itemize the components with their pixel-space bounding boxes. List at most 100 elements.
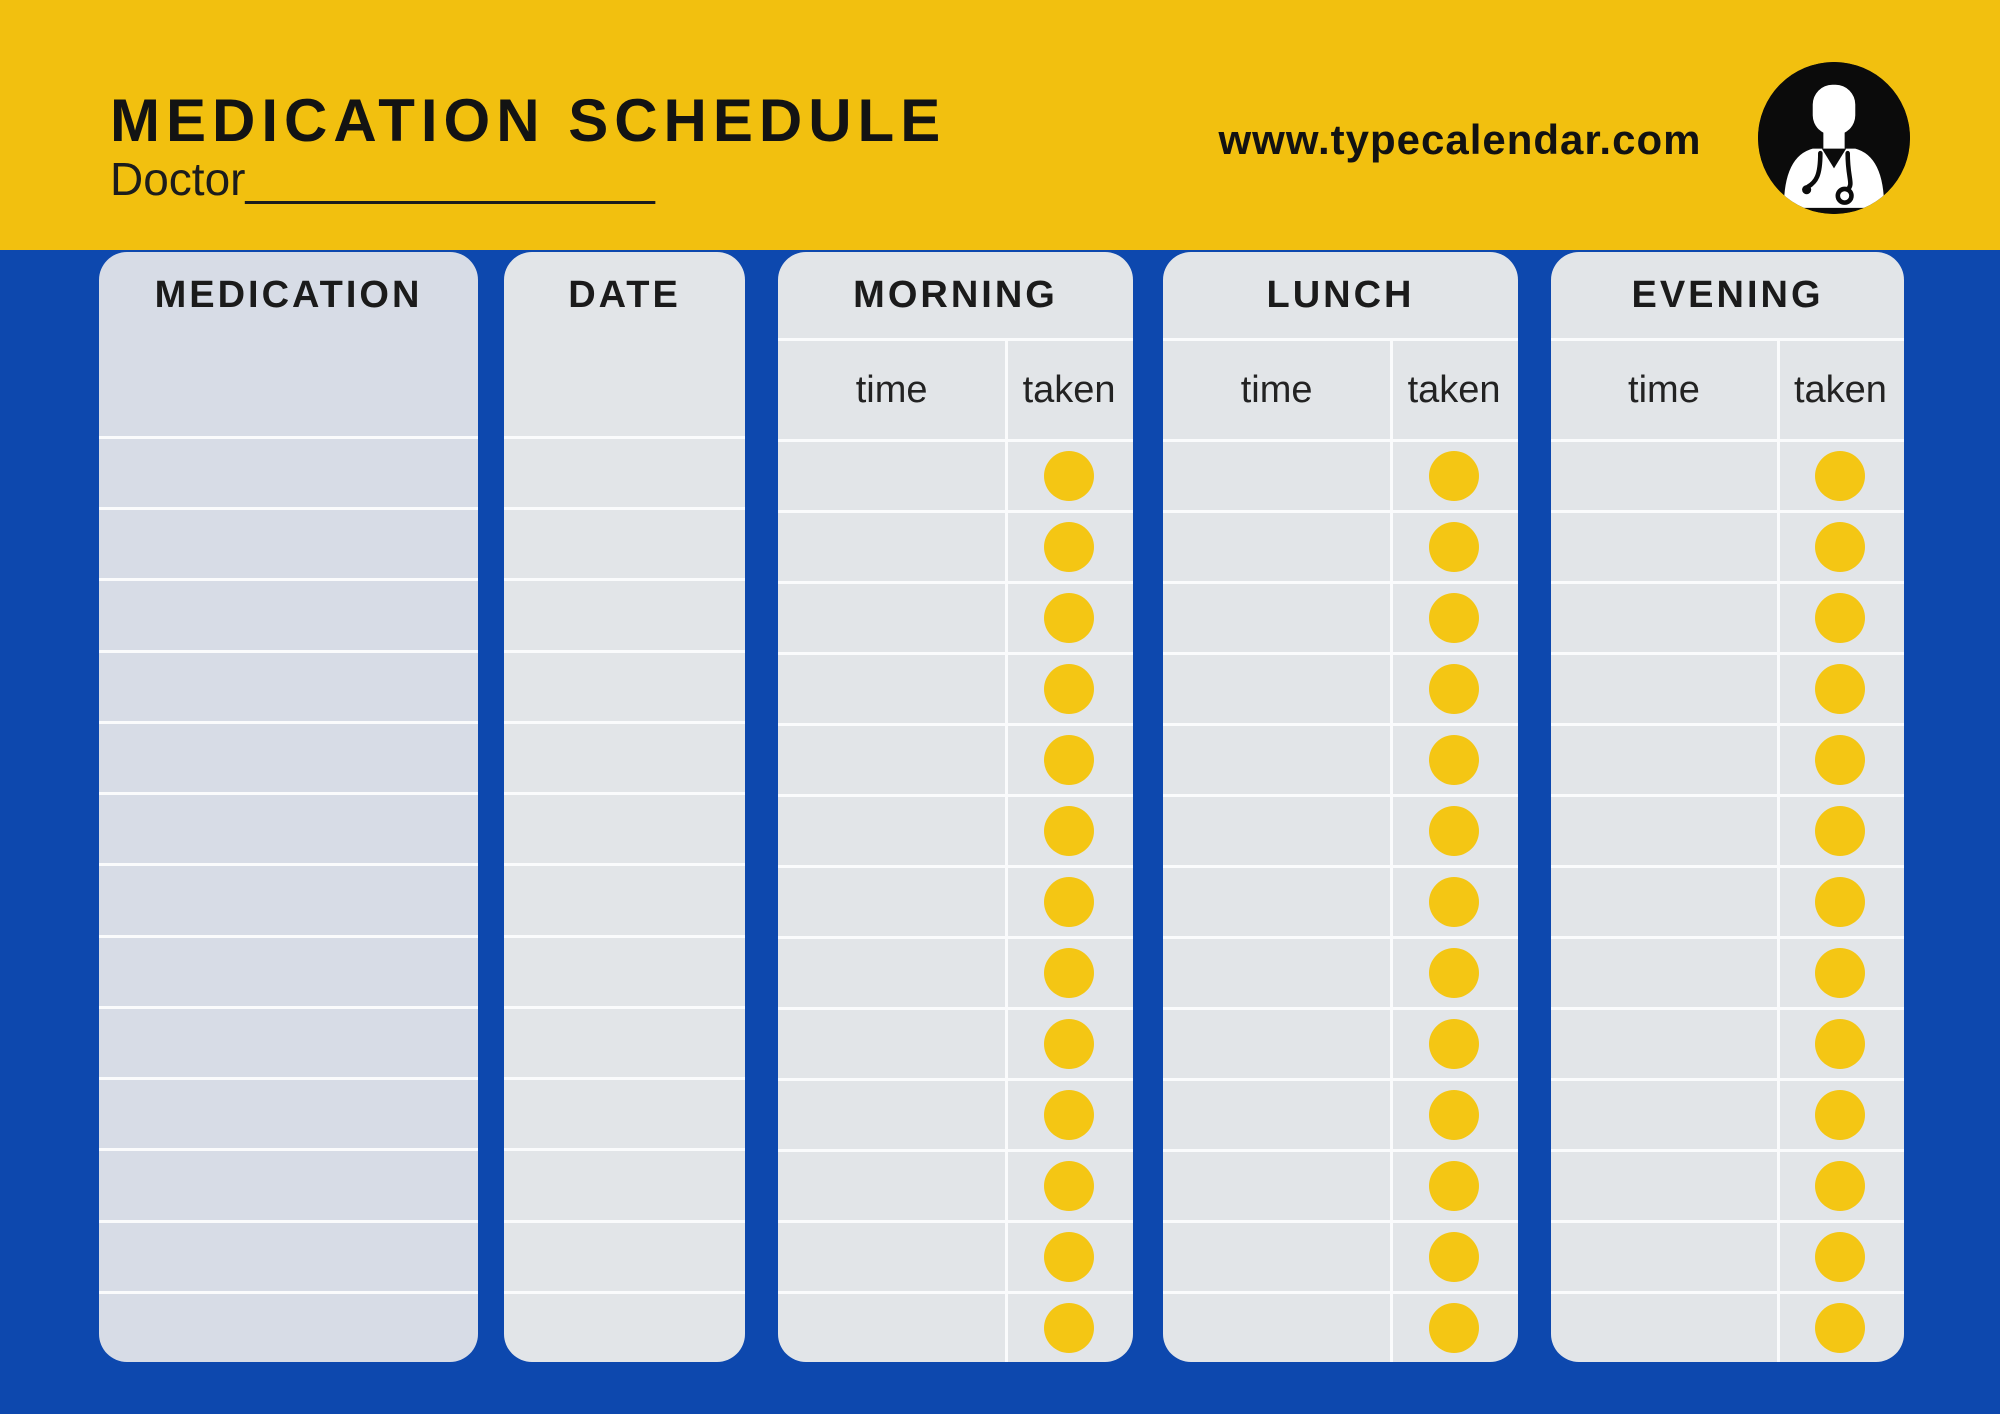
table-row bbox=[1551, 1007, 1904, 1078]
table-row bbox=[1163, 1149, 1518, 1220]
table-row bbox=[778, 794, 1133, 865]
sub-header-band: time taken bbox=[1163, 338, 1518, 439]
table-row bbox=[778, 1007, 1133, 1078]
table-row bbox=[1163, 865, 1518, 936]
table-row bbox=[778, 652, 1133, 723]
table-row bbox=[1551, 723, 1904, 794]
taken-circle bbox=[1429, 1090, 1480, 1140]
taken-circle bbox=[1429, 664, 1480, 714]
table-row bbox=[1551, 1220, 1904, 1291]
column-rows bbox=[1551, 439, 1904, 1362]
column-rows bbox=[1163, 439, 1518, 1362]
sub-header-band: time taken bbox=[1551, 338, 1904, 439]
table-row bbox=[778, 865, 1133, 936]
taken-circle bbox=[1044, 877, 1095, 927]
table-row bbox=[504, 436, 745, 507]
taken-circle bbox=[1815, 735, 1866, 785]
table-row bbox=[504, 1005, 745, 1077]
table-row bbox=[1551, 1291, 1904, 1362]
table-row bbox=[99, 649, 478, 721]
table-row bbox=[1163, 723, 1518, 794]
table-row bbox=[99, 1148, 478, 1219]
table-row bbox=[1163, 1291, 1518, 1362]
table-row bbox=[1163, 510, 1518, 581]
taken-circle bbox=[1815, 522, 1866, 572]
taken-circle bbox=[1815, 451, 1866, 501]
taken-circle bbox=[1044, 1232, 1095, 1282]
doctor-name-field: Doctor________________ bbox=[110, 152, 655, 206]
table-row bbox=[504, 1219, 745, 1291]
table-row bbox=[1551, 581, 1904, 652]
table-row bbox=[504, 792, 745, 863]
taken-circle bbox=[1044, 664, 1095, 714]
table-row bbox=[99, 792, 478, 863]
taken-circle bbox=[1815, 1090, 1866, 1140]
column-header: EVENING bbox=[1631, 273, 1824, 316]
table-row bbox=[99, 507, 478, 578]
taken-header: taken bbox=[1022, 368, 1116, 411]
column-header: DATE bbox=[568, 273, 681, 316]
time-header: time bbox=[1240, 368, 1313, 411]
taken-circle bbox=[1815, 877, 1866, 927]
page-title: MEDICATION SCHEDULE bbox=[110, 87, 947, 154]
time-taken-divider bbox=[1005, 338, 1009, 1362]
table-row bbox=[1551, 439, 1904, 510]
column-header: LUNCH bbox=[1266, 273, 1415, 316]
taken-circle bbox=[1044, 806, 1095, 856]
taken-circle bbox=[1429, 877, 1480, 927]
table-row bbox=[1551, 936, 1904, 1007]
table-row bbox=[1551, 794, 1904, 865]
top-banner: MEDICATION SCHEDULE Doctor______________… bbox=[0, 0, 2000, 250]
taken-circle bbox=[1815, 664, 1866, 714]
doctor-label: Doctor bbox=[110, 153, 246, 205]
column-rows bbox=[504, 436, 745, 1362]
taken-circle bbox=[1815, 1303, 1866, 1353]
doctor-avatar bbox=[1758, 62, 1910, 214]
table-row bbox=[778, 581, 1133, 652]
doctor-icon bbox=[1758, 62, 1910, 214]
table-row bbox=[1551, 865, 1904, 936]
column-medication: MEDICATION bbox=[99, 252, 478, 1362]
taken-circle bbox=[1429, 735, 1480, 785]
taken-circle bbox=[1044, 1090, 1095, 1140]
taken-circle bbox=[1044, 593, 1095, 643]
table-row bbox=[778, 439, 1133, 510]
table-row bbox=[99, 436, 478, 507]
table-row bbox=[1551, 652, 1904, 723]
website-text: www.typecalendar.com bbox=[1218, 116, 1702, 163]
taken-circle bbox=[1815, 948, 1866, 998]
table-row bbox=[1163, 794, 1518, 865]
table-row bbox=[1551, 510, 1904, 581]
taken-circle bbox=[1044, 1019, 1095, 1069]
column-rows bbox=[99, 436, 478, 1362]
table-row bbox=[1163, 581, 1518, 652]
taken-circle bbox=[1815, 1232, 1866, 1282]
taken-circle bbox=[1044, 522, 1095, 572]
taken-circle bbox=[1044, 1303, 1095, 1353]
table-row bbox=[778, 1078, 1133, 1149]
table-row bbox=[1163, 652, 1518, 723]
table-row bbox=[99, 578, 478, 649]
table-row bbox=[504, 1148, 745, 1219]
taken-circle bbox=[1044, 735, 1095, 785]
taken-circle bbox=[1815, 806, 1866, 856]
column-header: MORNING bbox=[853, 273, 1058, 316]
taken-circle bbox=[1429, 451, 1480, 501]
table-row bbox=[1163, 1078, 1518, 1149]
table-row bbox=[99, 1219, 478, 1291]
table-row bbox=[778, 936, 1133, 1007]
table-row bbox=[778, 1220, 1133, 1291]
table-row bbox=[99, 934, 478, 1006]
taken-circle bbox=[1429, 1161, 1480, 1211]
time-taken-divider bbox=[1390, 338, 1394, 1362]
taken-header: taken bbox=[1407, 368, 1501, 411]
table-row bbox=[778, 723, 1133, 794]
table-row bbox=[778, 1149, 1133, 1220]
table-row bbox=[99, 863, 478, 934]
table-row bbox=[504, 863, 745, 934]
taken-circle bbox=[1429, 806, 1480, 856]
table-row bbox=[504, 649, 745, 721]
taken-circle bbox=[1044, 948, 1095, 998]
time-taken-divider bbox=[1776, 338, 1780, 1362]
